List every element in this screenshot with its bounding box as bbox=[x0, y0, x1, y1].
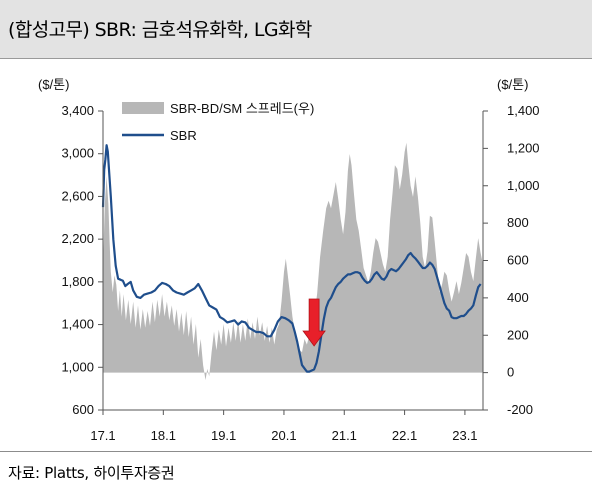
chart: ($/톤) ($/톤) 600 1,000 1,400 1,800 2,200 2,600… bbox=[38, 77, 540, 443]
right-tick-label: 0 bbox=[507, 365, 514, 380]
spread-area-layer bbox=[103, 142, 483, 381]
right-tick-label: 1,400 bbox=[507, 103, 540, 118]
sbr-line bbox=[101, 144, 482, 373]
right-tick-label: -200 bbox=[507, 402, 533, 417]
sbr-line-layer bbox=[101, 144, 482, 373]
legend: SBR-BD/SM 스프레드(우) SBR bbox=[122, 101, 314, 143]
left-tick-label: 1,400 bbox=[61, 317, 94, 332]
left-tick-label: 1,800 bbox=[61, 274, 94, 289]
x-tick-label: 17.1 bbox=[90, 428, 115, 443]
left-tick-label: 2,600 bbox=[61, 188, 94, 203]
right-tick-label: 600 bbox=[507, 253, 529, 268]
right-axis-unit: ($/톤) bbox=[497, 77, 528, 92]
tick-layer: 600 1,000 1,400 1,800 2,200 2,600 3,000 3,400 -2… bbox=[61, 103, 539, 443]
left-axis-unit: ($/톤) bbox=[38, 77, 69, 92]
down-arrow-annotation bbox=[302, 298, 326, 347]
legend-label-sbr: SBR bbox=[170, 128, 197, 143]
left-tick-label: 2,200 bbox=[61, 231, 94, 246]
source-note: 자료: Platts, 하이투자증권 bbox=[8, 464, 175, 482]
right-tick-label: 200 bbox=[507, 327, 529, 342]
annotation-layer bbox=[302, 298, 326, 347]
left-tick-label: 3,400 bbox=[61, 103, 94, 118]
spread-area bbox=[103, 142, 483, 381]
left-tick-label: 3,000 bbox=[61, 146, 94, 161]
x-tick-label: 21.1 bbox=[332, 428, 357, 443]
right-tick-label: 1,200 bbox=[507, 140, 540, 155]
x-tick-label: 22.1 bbox=[392, 428, 417, 443]
title-bar: (합성고무) SBR: 금호석유화학, LG화학 bbox=[0, 0, 592, 59]
left-tick-label: 1,000 bbox=[61, 359, 94, 374]
source-divider bbox=[0, 451, 592, 452]
right-tick-label: 800 bbox=[507, 215, 529, 230]
right-tick-label: 1,000 bbox=[507, 178, 540, 193]
x-tick-label: 20.1 bbox=[271, 428, 296, 443]
chart-title: (합성고무) SBR: 금호석유화학, LG화학 bbox=[8, 19, 312, 41]
legend-swatch-spread bbox=[122, 102, 164, 114]
right-tick-label: 400 bbox=[507, 290, 529, 305]
x-tick-label: 19.1 bbox=[211, 428, 236, 443]
x-tick-label: 23.1 bbox=[452, 428, 477, 443]
x-tick-label: 18.1 bbox=[151, 428, 176, 443]
legend-label-spread: SBR-BD/SM 스프레드(우) bbox=[170, 101, 314, 116]
left-tick-label: 600 bbox=[72, 402, 94, 417]
